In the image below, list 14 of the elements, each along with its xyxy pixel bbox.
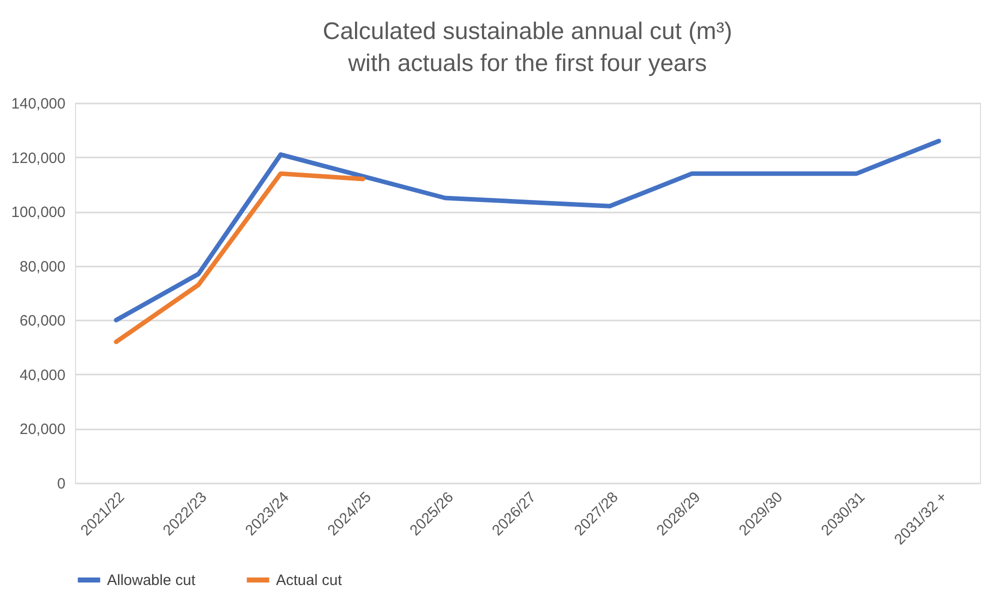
line-series (114, 171, 366, 344)
legend-label: Actual cut (276, 572, 343, 589)
y-tick-label: 0 (57, 476, 66, 492)
y-tick-label: 80,000 (20, 258, 66, 276)
chart-subtitle: with actuals for the first four years (347, 50, 707, 77)
y-tick-label: 40,000 (20, 366, 66, 384)
y-tick-label: 120,000 (11, 150, 66, 167)
y-tick-label: 140,000 (11, 96, 66, 112)
y-tick-label: 100,000 (11, 204, 66, 222)
y-tick-label: 60,000 (20, 312, 66, 330)
chart-title: Calculated sustainable annual cut (m³) (322, 18, 732, 45)
legend-label: Allowable cut (107, 572, 196, 589)
y-tick-label: 20,000 (20, 421, 66, 438)
line-series (114, 138, 942, 322)
